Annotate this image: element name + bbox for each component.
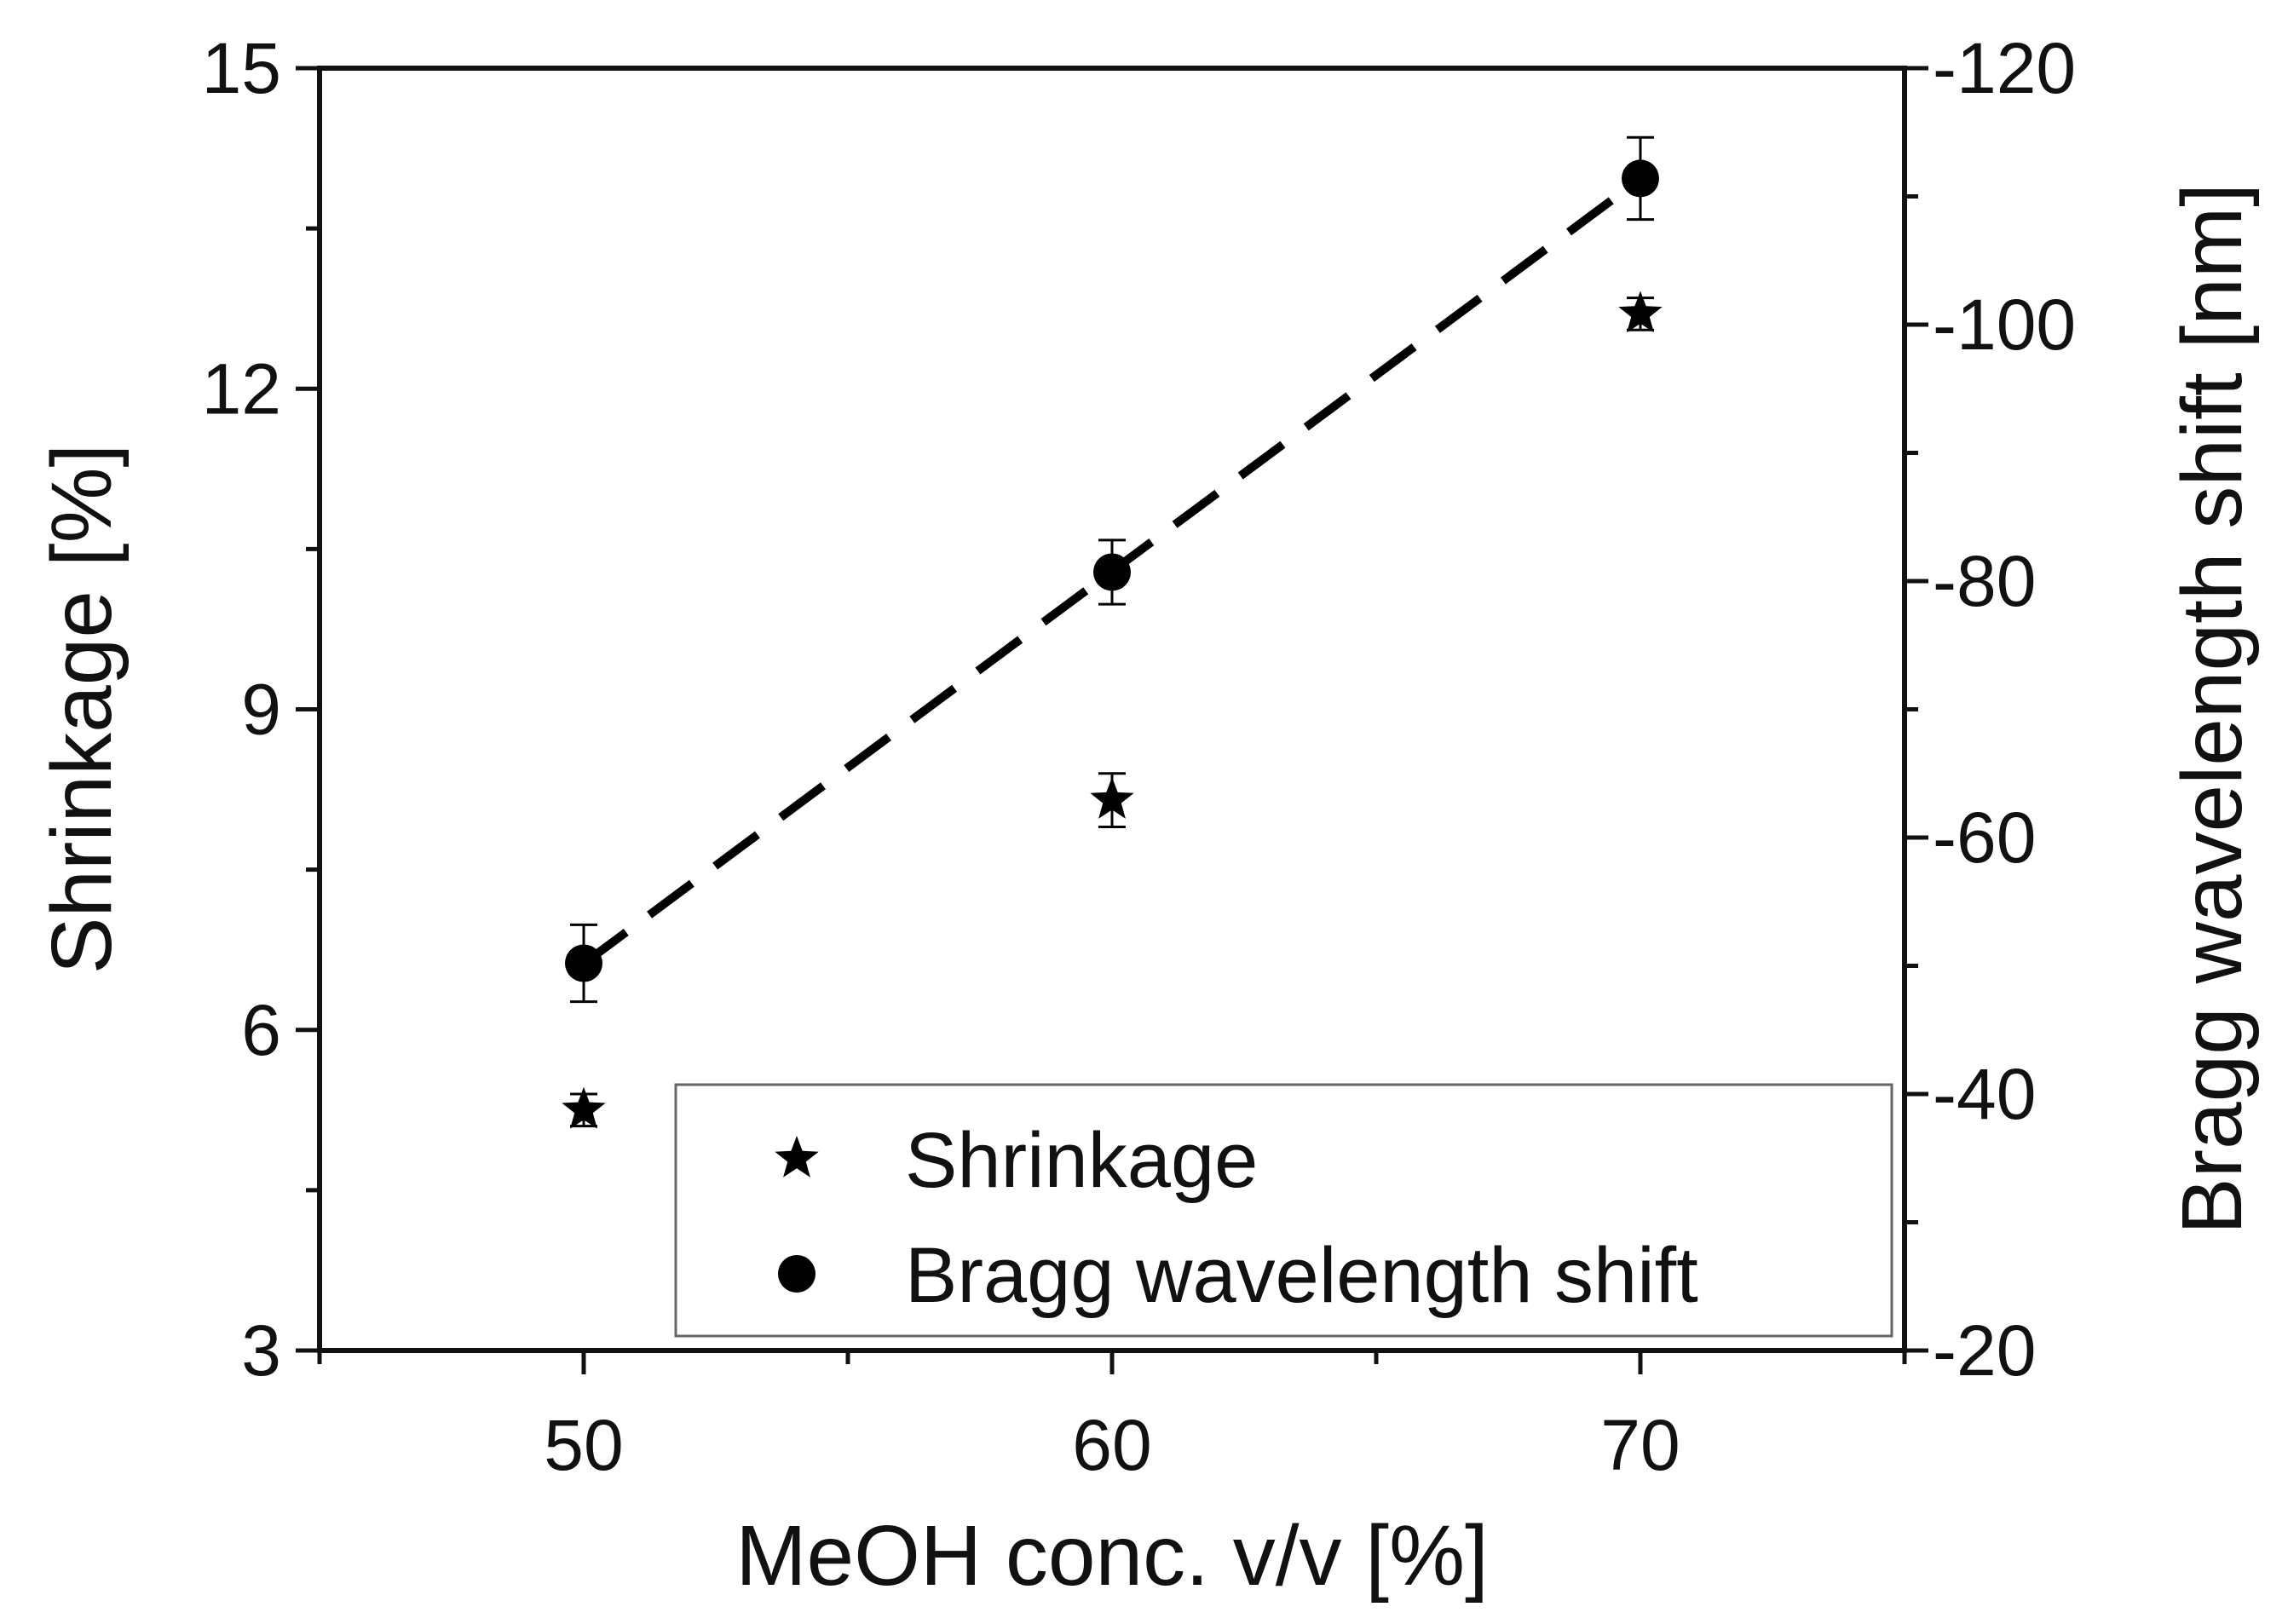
x-tick-label: 70 [1600, 1405, 1680, 1485]
y-tick-label: 6 [241, 990, 281, 1070]
y2-tick-label: -40 [1933, 1054, 2036, 1134]
data-point-shrinkage [1618, 291, 1663, 333]
legend-label: Shrinkage [905, 1117, 1258, 1204]
y2-axis-title: Bragg wavelength shift [nm] [2164, 183, 2260, 1235]
legend-marker [778, 1255, 815, 1293]
x-tick-label: 50 [544, 1405, 623, 1485]
y-tick-label: 9 [241, 670, 281, 750]
y2-tick-label: -60 [1933, 798, 2036, 878]
y2-tick-label: -80 [1933, 541, 2036, 621]
y2-tick-label: -120 [1933, 28, 2076, 108]
data-point-shrinkage [1090, 777, 1134, 819]
y-tick-label: 12 [202, 348, 281, 429]
data-point-bragg [1093, 553, 1131, 591]
legend: Shrinkage Bragg wavelength shift [674, 1083, 1893, 1338]
y-axis-title: Shrinkage [%] [34, 444, 130, 975]
marker-layer [562, 159, 1663, 1129]
y-tick-label: 15 [202, 28, 281, 108]
x-axis-title: MeOH conc. v/v [%] [735, 1508, 1489, 1604]
legend-label: Bragg wavelength shift [905, 1232, 1698, 1319]
legend-marker [775, 1136, 819, 1178]
y-axis-ticks: 3 6 9 12 15 [202, 28, 320, 1391]
legend-items: Shrinkage Bragg wavelength shift [775, 1117, 1698, 1319]
y2-tick-label: -20 [1933, 1310, 2036, 1391]
data-point-bragg [1622, 159, 1659, 198]
legend-box [674, 1083, 1893, 1338]
x-tick-label: 60 [1072, 1405, 1151, 1485]
y2-axis-ticks: -20 -40 -60 -80 -100 -120 [1905, 28, 2076, 1391]
error-bar-layer [570, 135, 1654, 1128]
x-axis-ticks: 50 60 70 [317, 1350, 1907, 1485]
data-point-bragg [565, 944, 602, 982]
y2-tick-label: -100 [1933, 285, 2076, 365]
y-tick-label: 3 [241, 1310, 281, 1391]
data-point-shrinkage [562, 1086, 606, 1129]
